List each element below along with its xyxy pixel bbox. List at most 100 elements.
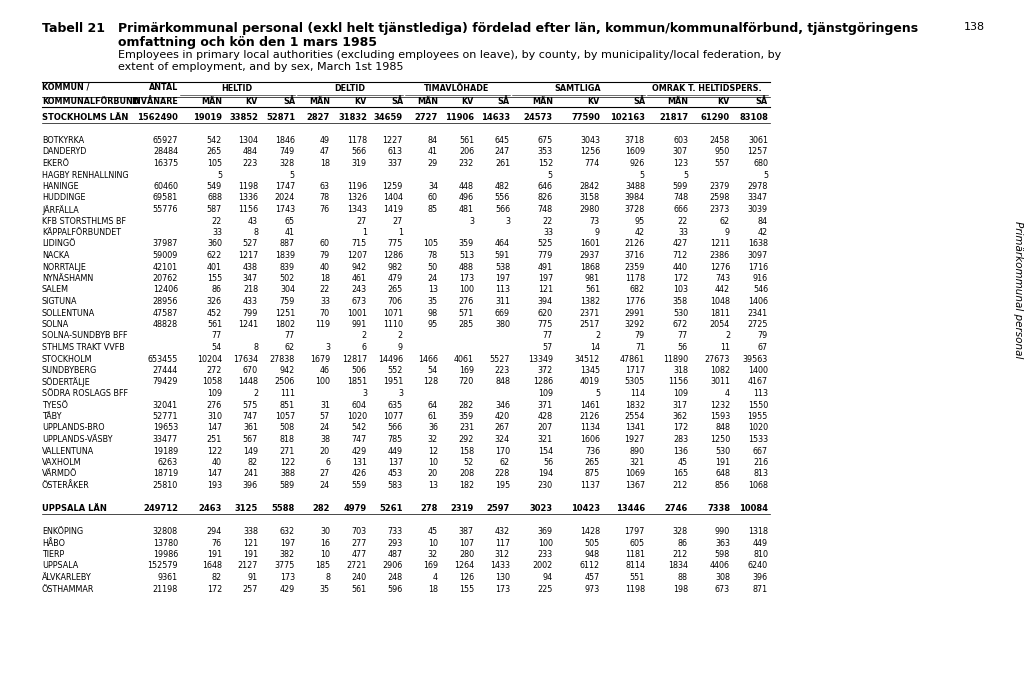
Text: 2827: 2827 [307,113,330,122]
Text: 1406: 1406 [748,297,768,306]
Text: 52871: 52871 [266,113,295,122]
Text: 20762: 20762 [153,274,178,283]
Text: 3: 3 [325,343,330,352]
Text: 703: 703 [352,527,367,536]
Text: 982: 982 [388,262,403,272]
Text: 100: 100 [459,286,474,295]
Text: 77: 77 [212,332,222,340]
Text: 775: 775 [538,320,553,329]
Text: 265: 265 [388,286,403,295]
Text: 324: 324 [495,435,510,444]
Text: UPPSALA: UPPSALA [42,561,78,570]
Text: 457: 457 [585,573,600,582]
Text: 9: 9 [725,228,730,237]
Text: 14496: 14496 [378,354,403,363]
Text: 382: 382 [280,550,295,559]
Text: 461: 461 [352,274,367,283]
Text: 779: 779 [538,251,553,260]
Text: 557: 557 [715,159,730,168]
Text: 2126: 2126 [625,239,645,248]
Text: 942: 942 [280,366,295,375]
Text: STOCKHOLM: STOCKHOLM [42,354,92,363]
Text: 39563: 39563 [742,354,768,363]
Text: 22: 22 [678,216,688,225]
Text: 2721: 2721 [347,561,367,570]
Text: 57: 57 [543,343,553,352]
Text: 12817: 12817 [342,354,367,363]
Text: 645: 645 [495,136,510,145]
Text: 12406: 12406 [153,286,178,295]
Text: 1747: 1747 [274,182,295,191]
Text: 587: 587 [207,205,222,214]
Text: 173: 173 [280,573,295,582]
Text: 84: 84 [428,136,438,145]
Text: 1562490: 1562490 [137,113,178,122]
Text: 42101: 42101 [153,262,178,272]
Text: 78: 78 [319,193,330,202]
Text: 33: 33 [212,228,222,237]
Text: 47861: 47861 [620,354,645,363]
Text: 197: 197 [538,274,553,283]
Text: 3488: 3488 [625,182,645,191]
Text: 527: 527 [243,239,258,248]
Text: HANINGE: HANINGE [42,182,79,191]
Text: 113: 113 [495,286,510,295]
Text: 622: 622 [207,251,222,260]
Text: 1178: 1178 [347,136,367,145]
Text: 442: 442 [715,286,730,295]
Text: 77: 77 [678,332,688,340]
Text: 3039: 3039 [748,205,768,214]
Text: 27: 27 [319,470,330,479]
Text: 1251: 1251 [274,309,295,318]
Text: 1318: 1318 [748,527,768,536]
Text: 321: 321 [630,458,645,467]
Text: 1276: 1276 [710,262,730,272]
Text: SIGTUNA: SIGTUNA [42,297,78,306]
Text: 62: 62 [285,343,295,352]
Text: 111: 111 [280,389,295,398]
Text: 1264: 1264 [454,561,474,570]
Text: 6: 6 [362,343,367,352]
Text: 249712: 249712 [143,504,178,513]
Text: 747: 747 [243,412,258,421]
Text: 5588: 5588 [271,504,295,513]
Text: 1533: 1533 [748,435,768,444]
Text: 358: 358 [673,297,688,306]
Text: 126: 126 [459,573,474,582]
Text: 82: 82 [212,573,222,582]
Text: 496: 496 [459,193,474,202]
Text: 1419: 1419 [383,205,403,214]
Text: TYESÖ: TYESÖ [42,400,68,410]
Text: 78: 78 [428,251,438,260]
Text: 169: 169 [459,366,474,375]
Text: 60: 60 [428,193,438,202]
Text: ENKÖPING: ENKÖPING [42,527,83,536]
Text: 848: 848 [495,377,510,386]
Text: 172: 172 [673,424,688,433]
Text: 45: 45 [428,527,438,536]
Text: 506: 506 [352,366,367,375]
Text: 2: 2 [595,332,600,340]
Text: 317: 317 [673,400,688,410]
Text: 170: 170 [495,447,510,456]
Text: 10: 10 [428,458,438,467]
Text: 1341: 1341 [625,424,645,433]
Text: 3728: 3728 [625,205,645,214]
Text: 1304: 1304 [238,136,258,145]
Text: 1071: 1071 [383,309,403,318]
Text: 280: 280 [459,550,474,559]
Text: NORRTALJE: NORRTALJE [42,262,86,272]
Text: 206: 206 [459,148,474,157]
Text: 567: 567 [243,435,258,444]
Text: 197: 197 [495,274,510,283]
Text: 530: 530 [673,309,688,318]
Text: 875: 875 [585,470,600,479]
Text: 10084: 10084 [739,504,768,513]
Text: 851: 851 [280,400,295,410]
Text: 549: 549 [207,182,222,191]
Text: 5305: 5305 [625,377,645,386]
Text: 991: 991 [352,320,367,329]
Text: 4406: 4406 [710,561,730,570]
Text: 1326: 1326 [347,193,367,202]
Text: 810: 810 [753,550,768,559]
